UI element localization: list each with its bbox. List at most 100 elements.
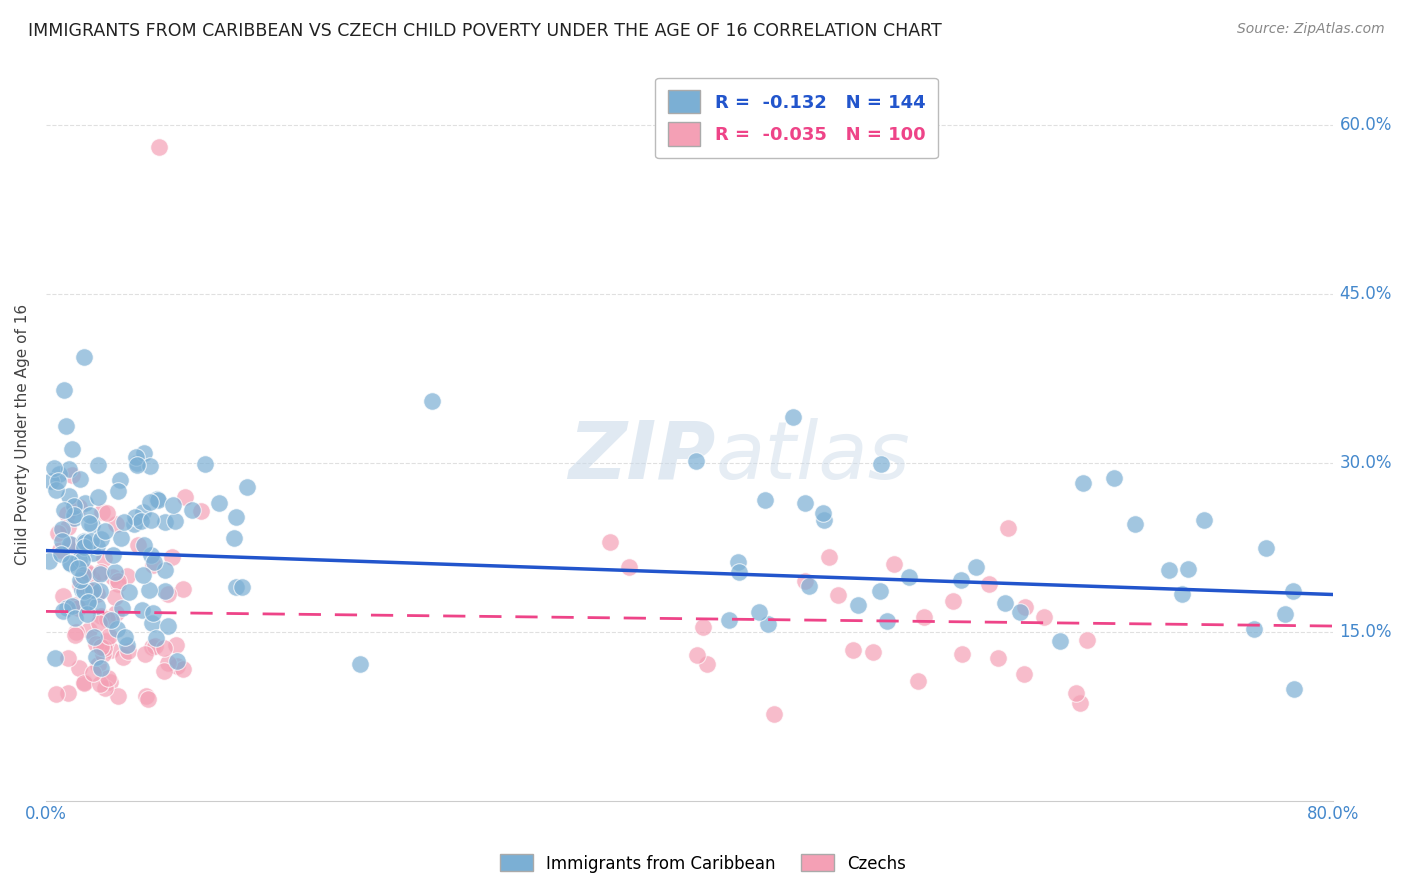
Point	[190, 504, 212, 518]
Point	[69, 578, 91, 592]
Point	[46, 526, 69, 541]
Point	[1192, 513, 1215, 527]
Point	[59, 538, 82, 552]
Point	[172, 662, 194, 676]
Text: Source: ZipAtlas.com: Source: ZipAtlas.com	[1237, 22, 1385, 37]
Point	[73, 540, 96, 554]
Point	[77, 516, 100, 530]
Point	[134, 647, 156, 661]
Point	[235, 480, 257, 494]
Point	[76, 566, 98, 581]
Point	[141, 549, 163, 563]
Point	[977, 576, 1000, 591]
Point	[82, 546, 104, 560]
Point	[617, 559, 640, 574]
Point	[117, 584, 139, 599]
Point	[813, 513, 835, 527]
Point	[67, 661, 90, 675]
Point	[231, 580, 253, 594]
Point	[125, 458, 148, 472]
Point	[162, 498, 184, 512]
Point	[1123, 517, 1146, 532]
Point	[79, 584, 101, 599]
Point	[143, 640, 166, 654]
Point	[1064, 686, 1087, 700]
Point	[69, 500, 91, 514]
Point	[55, 419, 77, 434]
Point	[1102, 471, 1125, 485]
Point	[96, 612, 118, 626]
Point	[107, 574, 129, 589]
Point	[762, 707, 785, 722]
Point	[987, 650, 1010, 665]
Point	[846, 598, 869, 612]
Point	[86, 587, 108, 601]
Point	[59, 558, 82, 572]
Text: 15.0%: 15.0%	[1340, 623, 1392, 640]
Point	[42, 460, 65, 475]
Point	[90, 565, 112, 579]
Point	[997, 521, 1019, 535]
Point	[100, 643, 122, 657]
Point	[46, 474, 69, 488]
Point	[82, 582, 104, 597]
Point	[59, 537, 82, 551]
Point	[107, 690, 129, 704]
Point	[52, 383, 75, 397]
Point	[599, 534, 621, 549]
Point	[51, 547, 73, 561]
Point	[898, 570, 921, 584]
Point	[156, 657, 179, 671]
Point	[728, 566, 751, 580]
Point	[87, 490, 110, 504]
Point	[143, 555, 166, 569]
Point	[72, 568, 94, 582]
Point	[73, 675, 96, 690]
Point	[139, 513, 162, 527]
Point	[90, 661, 112, 675]
Point	[994, 596, 1017, 610]
Point	[86, 539, 108, 553]
Legend: R =  -0.132   N = 144, R =  -0.035   N = 100: R = -0.132 N = 144, R = -0.035 N = 100	[655, 78, 938, 158]
Point	[748, 605, 770, 619]
Point	[80, 518, 103, 533]
Point	[94, 681, 117, 696]
Point	[65, 598, 87, 612]
Point	[89, 677, 111, 691]
Point	[98, 675, 121, 690]
Point	[51, 534, 73, 549]
Point	[53, 502, 76, 516]
Point	[132, 538, 155, 552]
Point	[1033, 610, 1056, 624]
Point	[139, 458, 162, 473]
Point	[67, 553, 90, 567]
Point	[180, 503, 202, 517]
Point	[696, 657, 718, 671]
Text: 45.0%: 45.0%	[1340, 285, 1392, 302]
Point	[93, 551, 115, 566]
Point	[1171, 587, 1194, 601]
Point	[1274, 607, 1296, 621]
Point	[97, 629, 120, 643]
Point	[73, 350, 96, 364]
Point	[65, 611, 87, 625]
Point	[208, 496, 231, 510]
Point	[63, 499, 86, 513]
Point	[914, 610, 936, 624]
Point	[89, 567, 111, 582]
Point	[90, 608, 112, 623]
Point	[110, 531, 132, 545]
Point	[132, 567, 155, 582]
Point	[141, 616, 163, 631]
Point	[1012, 666, 1035, 681]
Point	[67, 601, 90, 615]
Point	[907, 673, 929, 688]
Point	[56, 686, 79, 700]
Point	[136, 692, 159, 706]
Point	[131, 603, 153, 617]
Point	[114, 630, 136, 644]
Point	[96, 507, 118, 521]
Point	[73, 675, 96, 690]
Point	[105, 622, 128, 636]
Point	[166, 653, 188, 667]
